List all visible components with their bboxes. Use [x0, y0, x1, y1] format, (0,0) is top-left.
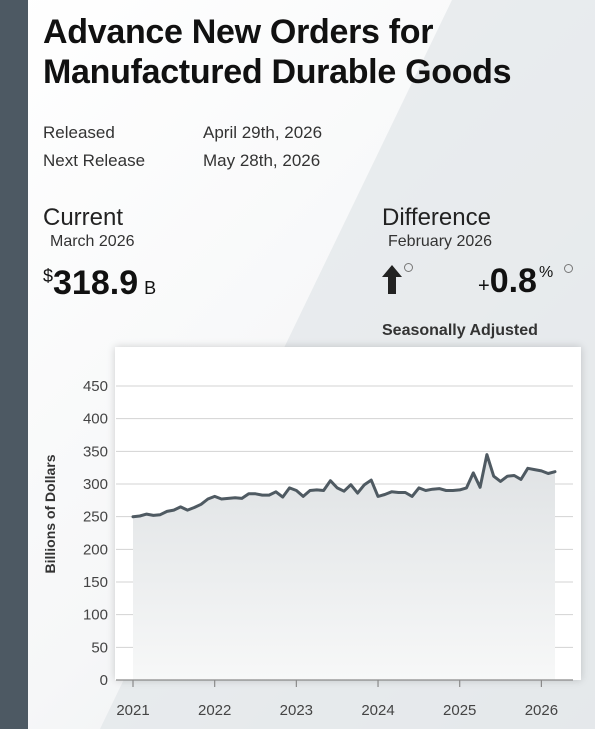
current-heading: Current — [43, 204, 124, 231]
series-area — [133, 454, 555, 680]
difference-heading: Difference — [382, 204, 491, 231]
info-icon[interactable] — [404, 263, 413, 272]
x-tick-label: 2023 — [280, 702, 313, 719]
y-tick-label: 450 — [83, 378, 108, 395]
current-unit: B — [144, 278, 157, 298]
up-arrow-icon — [382, 265, 402, 294]
y-tick-label: 50 — [91, 639, 108, 656]
y-axis-label: Billions of Dollars — [42, 454, 58, 573]
series-line — [131, 453, 557, 519]
y-tick-label: 150 — [83, 574, 108, 591]
x-tick-label: 2021 — [116, 702, 149, 719]
x-tick-label: 2025 — [443, 702, 476, 719]
y-tick-label: 350 — [83, 443, 108, 460]
released-label: Released — [43, 123, 115, 142]
released-value: April 29th, 2026 — [203, 123, 323, 142]
info-icon[interactable] — [564, 264, 573, 273]
currency-symbol: $ — [43, 266, 54, 286]
y-tick-label: 250 — [83, 509, 108, 526]
current-period: March 2026 — [50, 233, 135, 250]
current-value: $318.9 B — [43, 264, 156, 303]
y-tick-label: 100 — [83, 607, 108, 624]
difference-value: +0.8% — [478, 262, 553, 301]
x-tick-label: 2024 — [361, 702, 394, 719]
current-number: 318.9 — [53, 264, 139, 302]
next-release-value: May 28th, 2026 — [203, 151, 321, 170]
y-tick-label: 300 — [83, 476, 108, 493]
difference-period: February 2026 — [388, 233, 493, 250]
x-tick-label: 2022 — [198, 702, 231, 719]
y-tick-label: 200 — [83, 541, 108, 558]
y-tick-label: 400 — [83, 411, 108, 428]
seasonally-adjusted-note: Seasonally Adjusted — [382, 322, 538, 339]
page-title: Advance New Orders for Manufactured Dura… — [43, 13, 512, 91]
y-tick-label: 0 — [100, 672, 108, 689]
percent-unit: % — [538, 264, 554, 281]
x-tick-label: 2026 — [525, 702, 558, 719]
difference-number: 0.8 — [489, 262, 537, 300]
next-release-label: Next Release — [43, 151, 146, 170]
sidebar-strip — [0, 0, 28, 729]
difference-sign: + — [478, 275, 490, 297]
